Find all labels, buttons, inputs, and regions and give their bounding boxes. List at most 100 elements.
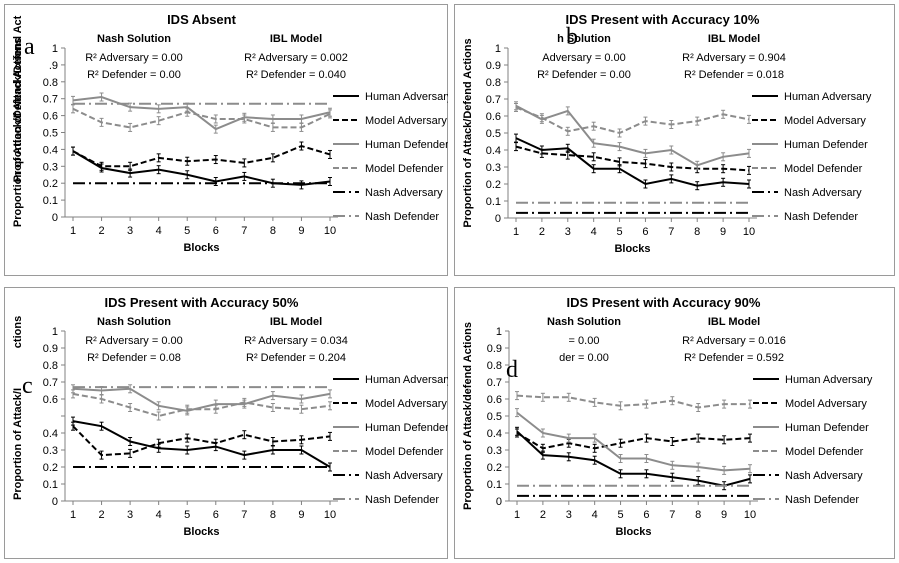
legend-label: Model Adversary	[365, 398, 447, 410]
y-tick-label: 1	[495, 43, 501, 55]
y-tick-label: 0.8	[486, 77, 501, 89]
series-line-model-defender	[72, 392, 331, 418]
panel-letter: d	[506, 357, 518, 383]
nash-r2-adversary: R² Adversary = 0.00	[85, 335, 183, 347]
y-tick-label: 1	[496, 326, 502, 338]
ibl-r2-defender: R² Defender = 0.040	[246, 69, 346, 81]
legend-label: Nash Defender	[365, 211, 439, 223]
y-tick-label: 0	[496, 496, 502, 508]
x-tick-label: 10	[324, 225, 336, 237]
x-tick-label: 2	[98, 225, 104, 237]
y-tick-label: 0.8	[43, 360, 58, 372]
x-tick-label: 9	[298, 225, 304, 237]
x-axis-label: Blocks	[183, 242, 219, 254]
panel-a: 0 0.1 0.2 0.3 0.4 0.5 0.6 0.7 0.8 .9 1 1 2 3 4 5 6 7 8 9 10 H…	[4, 4, 448, 276]
x-tick-label: 5	[616, 226, 622, 238]
series-line-human-adversary	[72, 420, 331, 468]
y-tick-label: 0.6	[486, 111, 501, 123]
ibl-r2-adversary: R² Adversary = 0.904	[682, 52, 786, 64]
x-tick-label: 1	[514, 509, 520, 521]
x-tick-label: 4	[156, 225, 162, 237]
panel-b: 0 0.1 0.2 0.3 0.4 0.5 0.6 0.7 0.8 0.9 1 1 2 3 4 5 6 7 8 9 10…	[454, 4, 895, 276]
nash-r2-defender: R² Defender = 0.00	[537, 69, 631, 81]
x-tick-label: 7	[241, 225, 247, 237]
y-tick-label: 0.1	[43, 195, 58, 207]
y-tick-label: 0.9	[487, 343, 502, 355]
series-line-model-adversary	[72, 144, 331, 168]
y-tick-label: 0.8	[43, 77, 58, 89]
nash-r2-adversary: R² Adversary = 0.00	[85, 52, 183, 64]
series-line-human-adversary	[515, 137, 750, 187]
nash-r2-adversary: Adversary = 0.00	[542, 52, 625, 64]
y-tick-label: 1	[52, 326, 58, 338]
nash-r2-defender: R² Defender = 0.08	[87, 352, 181, 364]
panel-frame	[4, 287, 448, 559]
x-tick-label: 4	[591, 226, 597, 238]
nash-r2-defender: R² Defender = 0.00	[87, 69, 181, 81]
x-tick-label: 6	[213, 225, 219, 237]
y-tick-label: 0.4	[43, 428, 58, 440]
y-tick-label: 0.5	[487, 411, 502, 423]
x-tick-label: 9	[720, 226, 726, 238]
y-tick-label: 0.2	[486, 179, 501, 191]
y-tick-label: 0.7	[486, 94, 501, 106]
legend-label: Model Adversary	[785, 398, 867, 410]
y-tick-label: 0.7	[43, 377, 58, 389]
x-tick-label: 8	[270, 225, 276, 237]
series-line-model-defender	[72, 107, 331, 129]
y-tick-label: 0.2	[487, 462, 502, 474]
chart-title: IDS Present with Accuracy 10%	[566, 12, 760, 27]
x-tick-label: 4	[156, 509, 162, 521]
x-tick-label: 9	[721, 509, 727, 521]
legend-label: Nash Defender	[784, 211, 858, 223]
nash-solution-heading: Nash Solution	[97, 316, 171, 328]
legend-label: Nash Adversary	[785, 470, 863, 482]
y-tick-label: 0.9	[43, 343, 58, 355]
x-tick-label: 2	[540, 509, 546, 521]
y-tick-label: 0.2	[43, 462, 58, 474]
x-axis-label: Blocks	[183, 526, 219, 538]
x-tick-label: 7	[668, 226, 674, 238]
panel-frame	[454, 4, 895, 276]
legend-label: Model Defender	[785, 446, 864, 458]
y-tick-label: 0.8	[487, 360, 502, 372]
y-axis-label: Proportion of Attack/defend Actions	[462, 322, 474, 510]
y-tick-label: 0.6	[43, 111, 58, 123]
ibl-r2-adversary: R² Adversary = 0.002	[244, 52, 348, 64]
x-tick-label: 6	[642, 226, 648, 238]
x-axis-label: Blocks	[615, 526, 651, 538]
x-tick-label: 1	[70, 225, 76, 237]
y-tick-label: 0.3	[486, 162, 501, 174]
ibl-model-heading: IBL Model	[708, 316, 760, 328]
x-tick-label: 8	[695, 509, 701, 521]
x-tick-label: 6	[643, 509, 649, 521]
y-tick-label: 0.5	[43, 128, 58, 140]
chart-svg: 0 0.1 0.2 0.3 0.4 0.5 0.6 0.7 0.8 0.9 1 1 2 3 4 5 6 7 8 9 10…	[454, 287, 895, 559]
ibl-r2-defender: R² Defender = 0.592	[684, 352, 784, 364]
x-tick-label: 3	[565, 226, 571, 238]
y-tick-label: 0.7	[487, 377, 502, 389]
y-tick-label: 0.1	[486, 196, 501, 208]
ibl-r2-defender: R² Defender = 0.204	[246, 352, 346, 364]
y-axis-label-fragment: ctions	[12, 316, 24, 348]
x-tick-label: 5	[184, 509, 190, 521]
y-tick-label: 0.3	[43, 161, 58, 173]
y-axis-label-fragment: Proportion of Attack/Defend Act	[12, 15, 24, 182]
legend-label: Human Adversary	[784, 91, 872, 103]
x-tick-label: 5	[617, 509, 623, 521]
nash-solution-heading: Nash Solution	[97, 33, 171, 45]
legend-label: Human Defender	[784, 139, 868, 151]
legend-label: Nash Adversary	[365, 187, 443, 199]
legend-label: Model Defender	[365, 446, 444, 458]
series-line-human-defender	[72, 387, 331, 412]
legend-label: Model Defender	[365, 163, 444, 175]
y-tick-label: 0.9	[486, 60, 501, 72]
nash-r2-defender: der = 0.00	[559, 352, 609, 364]
y-tick-label: 0.1	[487, 479, 502, 491]
legend-label: Model Adversary	[365, 115, 447, 127]
y-tick-label: 0.1	[43, 479, 58, 491]
panel-letter: c	[22, 373, 33, 399]
panel-frame	[4, 4, 448, 276]
y-tick-label: 0.7	[43, 94, 58, 106]
